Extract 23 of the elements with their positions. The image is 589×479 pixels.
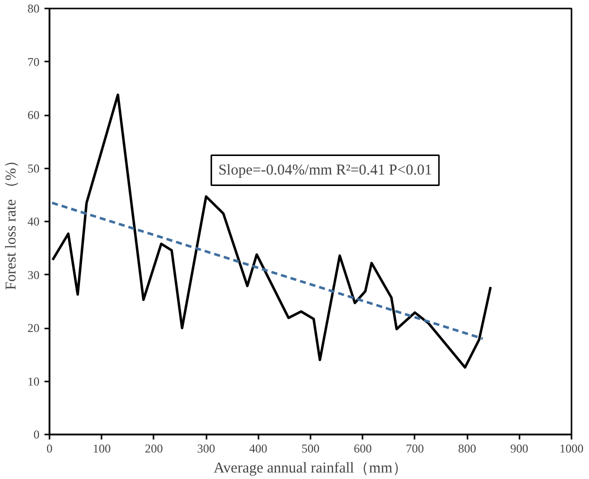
annotation: Slope=-0.04%/mm R²=0.41 P<0.01 <box>218 162 432 178</box>
y-tick-label: 70 <box>28 54 40 69</box>
y-axis-title: Forest loss rate （%） <box>4 152 20 290</box>
x-tick-label: 1000 <box>560 442 584 456</box>
y-tick-label: 50 <box>28 161 40 176</box>
x-tick-label: 400 <box>249 442 268 456</box>
y-tick-label: 0 <box>34 428 40 442</box>
x-tick-label: 500 <box>302 442 320 456</box>
x-tick-label: 0 <box>46 442 52 456</box>
y-tick-label: 20 <box>28 321 40 335</box>
y-tick-label: 80 <box>28 2 40 16</box>
x-tick-label: 900 <box>510 442 528 456</box>
y-tick-label: 60 <box>28 108 40 122</box>
y-tick-label: 30 <box>28 268 40 282</box>
x-tick-label: 100 <box>92 442 111 456</box>
x-tick-label: 200 <box>144 442 163 456</box>
y-tick-label: 10 <box>28 374 40 388</box>
x-tick-label: 700 <box>406 442 424 456</box>
x-tick-label: 800 <box>458 442 476 456</box>
x-tick-label: 600 <box>354 442 372 456</box>
y-tick-label: 40 <box>28 214 40 228</box>
x-tick-label: 300 <box>197 442 216 456</box>
x-axis-title: Average annual rainfall（mm） <box>214 460 408 476</box>
